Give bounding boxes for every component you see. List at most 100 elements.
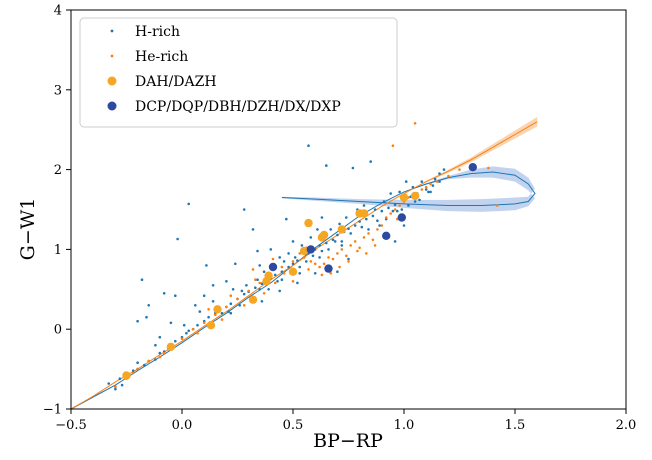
point-0-150 [438,172,441,175]
point-3-5 [468,163,477,172]
point-1-49 [487,166,490,170]
point-1-34 [380,224,384,227]
point-1-64 [347,260,350,263]
point-0-49 [387,206,390,210]
point-0-132 [362,204,366,207]
point-1-28 [353,240,357,243]
point-0-39 [325,241,328,245]
point-0-157 [145,315,148,319]
x-axis-ticks: −0.5 0.0 0.5 1.0 1.5 2.0 [55,409,636,433]
point-1-37 [393,208,397,211]
point-0-165 [278,289,282,293]
point-0-84 [194,304,197,307]
point-0-81 [176,237,179,241]
point-0-155 [211,284,215,287]
point-0-90 [225,280,228,283]
point-0-45 [358,220,361,223]
point-1-66 [365,252,368,255]
point-0-71 [396,209,399,213]
point-0-2 [118,377,122,381]
series-3 [268,163,477,273]
point-1-45 [447,174,450,178]
point-0-94 [245,284,248,287]
point-0-85 [198,310,202,313]
point-1-25 [340,248,344,251]
point-0-118 [316,228,319,231]
point-0-135 [373,208,377,211]
point-0-167 [393,240,397,243]
series-2 [122,191,420,380]
legend-label-0: H-rich [135,24,180,40]
point-0-64 [258,288,262,291]
point-1-29 [358,246,361,250]
point-0-14 [185,331,188,335]
legend-marker-3 [107,101,117,111]
point-0-154 [229,311,233,315]
point-0-63 [240,289,244,293]
model-band-1 [71,116,538,409]
point-0-133 [367,228,370,231]
point-0-161 [347,257,350,261]
point-2-12 [337,225,346,234]
point-0-105 [280,278,284,282]
point-0-108 [287,252,290,255]
model-line-0 [70,171,536,410]
point-0-129 [349,232,353,235]
point-0-48 [380,209,384,213]
point-0-162 [336,270,339,274]
y-tick-label: 3 [54,83,62,98]
point-0-112 [298,272,302,275]
x-tick-label: 1.5 [505,418,526,433]
point-1-65 [356,249,359,253]
point-1-4 [158,355,162,359]
point-0-102 [269,248,273,251]
point-0-26 [254,286,257,290]
point-0-137 [382,200,386,203]
point-2-3 [213,305,222,314]
point-1-60 [307,268,310,271]
legend-label-2: DAH/DAZH [135,74,217,90]
point-1-21 [322,262,326,266]
point-1-8 [202,321,206,325]
point-0-120 [320,216,324,219]
point-2-2 [206,321,216,330]
point-0-136 [378,224,381,227]
point-1-54 [254,278,257,282]
point-0-140 [391,209,395,213]
point-0-32 [287,265,290,269]
point-0-6 [143,363,146,367]
point-0-143 [404,180,408,183]
point-0-111 [293,256,297,259]
point-0-123 [327,248,330,251]
point-1-67 [373,244,377,247]
point-1-19 [313,262,317,266]
point-0-159 [120,383,124,387]
point-0-80 [174,294,177,298]
point-0-24 [242,292,246,296]
legend-marker-0 [110,29,114,33]
point-1-2 [136,367,139,371]
legend-marker-2 [107,76,117,86]
point-0-18 [207,315,210,319]
point-0-88 [211,300,215,303]
point-1-16 [291,260,295,263]
point-0-125 [333,240,337,243]
point-0-56 [438,180,441,183]
point-0-141 [398,190,401,194]
point-0-144 [407,204,410,207]
point-1-51 [220,318,224,321]
point-1-35 [384,216,388,219]
point-1-23 [331,257,335,261]
point-0-92 [234,262,237,266]
point-0-134 [369,160,373,163]
point-0-147 [420,180,424,183]
point-0-78 [162,292,166,295]
point-0-152 [242,208,246,211]
point-1-42 [420,188,424,191]
point-0-31 [280,270,284,274]
point-0-106 [282,260,286,263]
x-tick-label: −0.5 [55,418,87,433]
y-axis-title: G−W1 [17,198,39,261]
model-line-1 [70,121,538,410]
